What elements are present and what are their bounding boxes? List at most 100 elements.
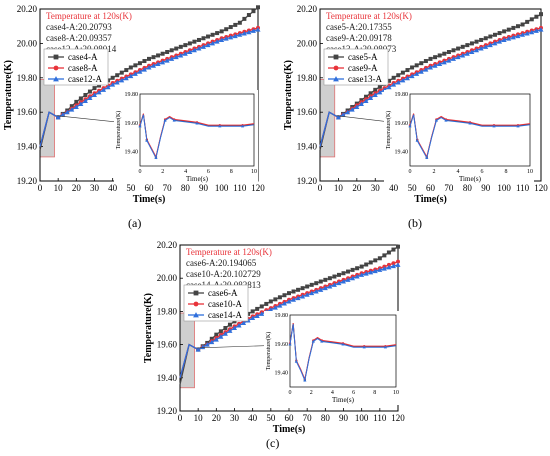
series-marker-2 <box>386 264 392 270</box>
series-marker-0 <box>529 17 534 22</box>
series-marker-2 <box>173 54 179 60</box>
series-marker-0 <box>483 36 488 41</box>
annotation-line: case9-A:20.09178 <box>326 33 392 43</box>
series-marker-0 <box>300 286 305 291</box>
series-marker-2 <box>377 267 383 272</box>
y-tick-label: 19.80 <box>297 73 318 83</box>
series-marker-0 <box>405 68 410 73</box>
inset-series-marker-2 <box>468 121 472 125</box>
series-marker-2 <box>195 347 201 352</box>
series-marker-2 <box>372 92 378 97</box>
series-marker-0 <box>368 260 373 265</box>
inset-series-marker-2 <box>288 342 292 346</box>
series-marker-0 <box>364 94 369 99</box>
annotation-line: case5-A:20.17355 <box>326 22 392 32</box>
series-marker-2 <box>250 315 256 321</box>
series-marker-2 <box>390 263 396 269</box>
series-marker-2 <box>340 112 346 117</box>
series-marker-2 <box>520 32 526 37</box>
series-marker-0 <box>396 73 401 78</box>
series-marker-2 <box>497 39 503 44</box>
series-marker-0 <box>400 70 405 75</box>
y-tick-label: 19.40 <box>297 142 318 152</box>
x-tick-label: 50 <box>126 183 136 193</box>
series-marker-0 <box>160 51 165 56</box>
series-marker-0 <box>264 301 269 306</box>
series-marker-0 <box>355 266 360 271</box>
series-marker-2 <box>213 337 219 342</box>
inset-series-marker-2 <box>444 118 448 122</box>
y-tick-label: 20.00 <box>17 38 38 48</box>
series-marker-0 <box>282 293 287 298</box>
series-marker-0 <box>309 282 314 287</box>
legend-label: case10-A <box>208 299 242 309</box>
x-tick-label: 50 <box>408 183 418 193</box>
y-axis-title: Temperature(K) <box>283 60 294 130</box>
inset-series-marker-2 <box>154 156 158 160</box>
annotation-title: Temperature at 120s(K) <box>46 11 132 21</box>
series-marker-0 <box>187 41 192 46</box>
series-marker-0 <box>442 51 447 56</box>
series-marker-1 <box>391 261 396 266</box>
x-tick-label: 60 <box>285 413 295 423</box>
inset-y-tick-label: 19.60 <box>395 121 409 127</box>
inset-series-line-2 <box>289 324 397 383</box>
legend-label: case8-A <box>68 63 98 73</box>
series-marker-2 <box>219 37 225 42</box>
series-marker-2 <box>529 29 535 35</box>
series-marker-2 <box>391 82 397 87</box>
x-axis-title: Time(s) <box>273 424 306 435</box>
series-marker-2 <box>441 59 447 65</box>
series-marker-0 <box>209 336 214 341</box>
series-marker-0 <box>233 22 238 27</box>
legend-swatch-marker <box>53 76 59 82</box>
y-tick-label: 19.40 <box>17 142 38 152</box>
series-marker-2 <box>241 320 247 326</box>
legend-label: case4-A <box>68 52 98 62</box>
series-marker-2 <box>345 277 351 282</box>
series-marker-0 <box>223 326 228 330</box>
series-marker-0 <box>433 55 438 60</box>
inset-y-tick-label: 19.40 <box>395 150 409 156</box>
inset-series-line-2 <box>139 114 255 160</box>
inset-series-marker-2 <box>408 124 412 128</box>
series-marker-2 <box>423 67 429 72</box>
x-axis-title: Time(s) <box>414 194 447 205</box>
series-marker-2 <box>368 269 374 275</box>
y-tick-label: 20.00 <box>157 273 178 283</box>
x-tick-label: 120 <box>251 183 265 193</box>
inset-y-axis-title: Temperature(K) <box>115 111 122 150</box>
series-marker-0 <box>97 83 102 88</box>
series-marker-2 <box>400 77 406 83</box>
series-marker-2 <box>368 95 374 101</box>
series-marker-2 <box>372 268 378 274</box>
inset-series-marker-2 <box>163 118 167 122</box>
series-marker-0 <box>460 44 465 49</box>
x-tick-label: 20 <box>212 413 222 423</box>
series-marker-2 <box>327 284 333 289</box>
series-marker-0 <box>224 27 229 32</box>
inset-y-tick-label: 19.60 <box>125 121 139 127</box>
series-marker-0 <box>359 264 364 269</box>
series-marker-0 <box>368 91 373 96</box>
inset-y-tick-label: 19.80 <box>395 92 409 98</box>
inset-y-axis-title: Temperature(K) <box>385 111 392 150</box>
chart-panel-2: 0 10 20 30 40 50 60 70 80 90 100 110 12019.2019.4019… <box>143 240 405 435</box>
inset-series-marker-2 <box>492 124 496 128</box>
inset-y-tick-label: 19.40 <box>125 150 139 156</box>
series-marker-0 <box>214 332 219 337</box>
inset-frame <box>409 93 531 167</box>
series-marker-2 <box>460 52 466 58</box>
series-marker-2 <box>169 56 175 61</box>
series-marker-0 <box>273 297 278 302</box>
x-tick-label: 10 <box>194 413 204 423</box>
inset-x-tick-label: 2 <box>433 169 436 175</box>
inset-x-tick-label: 6 <box>352 390 355 396</box>
x-tick-label: 90 <box>339 413 349 423</box>
chart-panel-0: 0 10 20 30 40 50 60 70 80 90 100 110 12019.2019.4019… <box>3 4 265 205</box>
series-marker-2 <box>178 52 184 58</box>
series-marker-2 <box>241 31 247 36</box>
series-marker-2 <box>137 69 143 74</box>
series-marker-2 <box>55 114 61 120</box>
series-marker-0 <box>237 20 242 25</box>
